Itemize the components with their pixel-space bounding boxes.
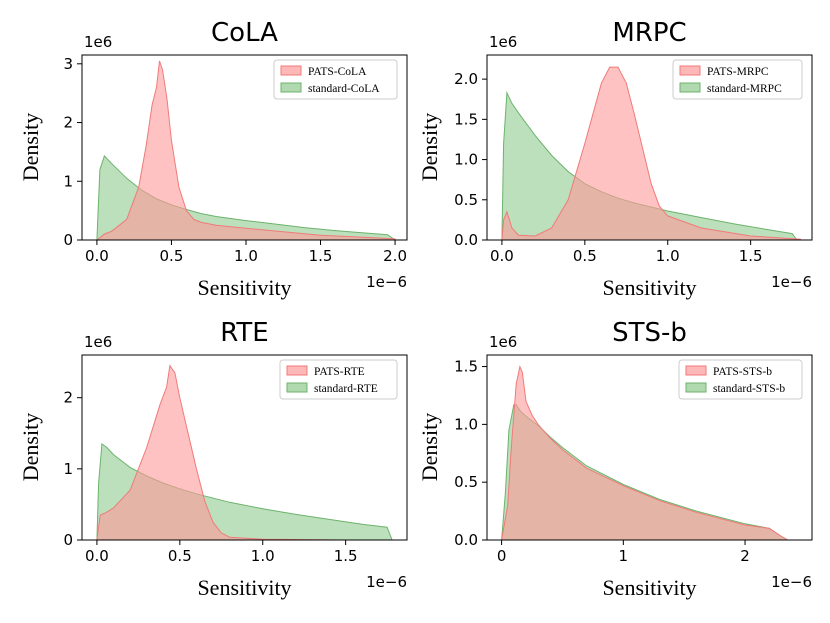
x-axis-label: Sensitivity (197, 275, 291, 300)
legend-box (672, 59, 803, 100)
panel-title: STS-b (612, 318, 687, 348)
y-tick-label: 1 (63, 172, 73, 190)
legend-box (273, 59, 398, 100)
y-scale-label: 1e6 (489, 33, 517, 51)
x-tick-label: 0.5 (168, 547, 192, 565)
axes-spine (81, 354, 408, 541)
x-scale-label: 1e−6 (366, 273, 407, 291)
axes-spine (486, 54, 813, 241)
panel-title: CoLA (211, 18, 278, 48)
x-tick-label: 0 (497, 547, 507, 565)
legend-swatch-pats (280, 65, 302, 76)
legend-box (678, 359, 803, 400)
x-tick-label: 1.0 (656, 247, 680, 265)
plot-area (501, 66, 801, 241)
legend-swatch-pats (679, 65, 701, 76)
legend: PATS-STS-b standard-STS-b (678, 359, 803, 400)
panel-title: MRPC (612, 18, 686, 48)
density-area-pats-mrpc (501, 66, 801, 241)
legend-label-pats: PATS-RTE (314, 366, 365, 378)
y-tick-label: 3 (63, 55, 73, 73)
y-tick-label: 0.5 (454, 473, 478, 491)
legend-swatch-pats (685, 365, 707, 376)
legend-label-standard: standard-CoLA (308, 83, 380, 95)
legend-swatch-pats (286, 365, 308, 376)
y-tick-label: 0 (63, 531, 73, 549)
panel-title: RTE (220, 318, 268, 348)
axes-spine (486, 354, 813, 541)
legend-swatch-standard (685, 382, 707, 393)
y-tick-label: 0.5 (454, 191, 478, 209)
x-tick-label: 1.5 (309, 247, 333, 265)
y-tick-label: 0 (63, 231, 73, 249)
y-tick-label: 1.5 (454, 358, 478, 376)
x-axis-label: Sensitivity (197, 575, 291, 600)
legend: PATS-MRPC standard-MRPC (672, 59, 803, 100)
x-scale-label: 1e−6 (771, 273, 812, 291)
density-area-pats-cola (95, 60, 396, 241)
axes-frame: 0.0 0.5 1.0 1.5 0.0 0.5 1.0 1.5 2.0 (454, 54, 813, 265)
legend-label-standard: standard-MRPC (707, 83, 782, 95)
y-axis-label: Density (18, 113, 43, 181)
x-scale-label: 1e−6 (771, 573, 812, 591)
y-scale-label: 1e6 (84, 333, 112, 351)
y-tick-label: 2 (63, 389, 73, 407)
legend-label-pats: PATS-CoLA (308, 66, 367, 78)
x-tick-label: 1.5 (334, 547, 358, 565)
plot-area (96, 364, 396, 541)
axes-frame: 0.0 0.5 1.0 1.5 2.0 0 1 2 3 (63, 54, 408, 265)
x-tick-label: 1.0 (234, 247, 258, 265)
panel-rte: RTE 1e6 0.0 0.5 1.0 1.5 0 1 2 PATS-RTE standar… (18, 318, 408, 600)
x-tick-label: 0.0 (490, 247, 514, 265)
legend-label-standard: standard-RTE (314, 383, 378, 395)
y-tick-label: 2 (63, 114, 73, 132)
x-axis-label: Sensitivity (602, 575, 696, 600)
panel-mrpc: MRPC 1e6 0.0 0.5 1.0 1.5 0.0 0.5 1.0 1.5 2.0 PAT… (417, 18, 813, 300)
y-tick-label: 1.0 (454, 415, 478, 433)
x-tick-label: 1.0 (251, 547, 275, 565)
legend-swatch-standard (679, 82, 701, 93)
y-tick-label: 2.0 (454, 70, 478, 88)
x-tick-label: 0.5 (160, 247, 184, 265)
density-area-pats-rte (96, 364, 396, 541)
legend-label-pats: PATS-STS-b (713, 366, 772, 378)
x-tick-label: 1 (619, 547, 629, 565)
x-scale-label: 1e−6 (366, 573, 407, 591)
y-tick-label: 1.0 (454, 151, 478, 169)
legend-label-standard: standard-STS-b (713, 383, 785, 395)
y-tick-label: 1 (63, 460, 73, 478)
x-tick-label: 2.0 (383, 247, 407, 265)
y-axis-label: Density (417, 413, 442, 481)
plot-area (95, 60, 397, 241)
x-tick-label: 2 (740, 547, 750, 565)
axes-frame: 0.0 0.5 1.0 1.5 0 1 2 (63, 354, 408, 565)
x-tick-label: 0.0 (85, 547, 109, 565)
axes-spine (81, 54, 408, 241)
legend-swatch-standard (280, 82, 302, 93)
y-scale-label: 1e6 (84, 33, 112, 51)
density-area-pats-sts-b (501, 364, 790, 541)
x-tick-label: 0.5 (573, 247, 597, 265)
axes-frame: 0 1 2 0.0 0.5 1.0 1.5 (454, 354, 813, 565)
y-tick-label: 0.0 (454, 531, 478, 549)
panel-cola: CoLA 1e6 0.0 0.5 1.0 1.5 2.0 0 1 2 3 PATS-CoLA s… (18, 18, 408, 300)
legend: PATS-CoLA standard-CoLA (273, 59, 398, 100)
y-axis-label: Density (18, 413, 43, 481)
legend-swatch-standard (286, 382, 308, 393)
y-scale-label: 1e6 (489, 333, 517, 351)
y-tick-label: 1.5 (454, 110, 478, 128)
y-axis-label: Density (417, 113, 442, 181)
y-tick-label: 0.0 (454, 231, 478, 249)
panel-stsb: STS-b 1e6 0 1 2 0.0 0.5 1.0 1.5 PATS-STS-b sta… (417, 318, 813, 600)
x-tick-label: 0.0 (85, 247, 109, 265)
x-tick-label: 1.5 (739, 247, 763, 265)
x-axis-label: Sensitivity (602, 275, 696, 300)
legend-box (279, 359, 398, 400)
legend-label-pats: PATS-MRPC (707, 66, 769, 78)
plot-area (501, 364, 790, 541)
legend: PATS-RTE standard-RTE (279, 359, 398, 400)
